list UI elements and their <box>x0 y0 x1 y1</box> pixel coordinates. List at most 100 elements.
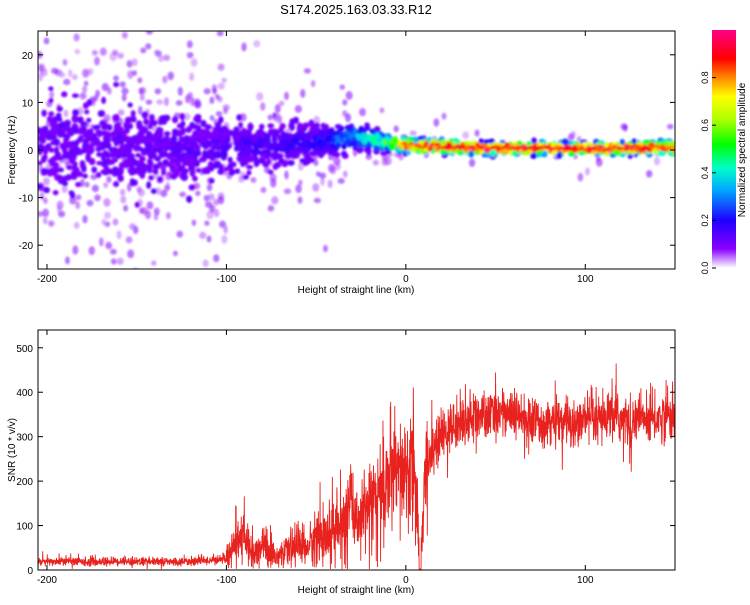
spectrogram-halo-blob <box>106 176 112 183</box>
spectrogram-ridge-blob <box>100 169 107 174</box>
spectrogram-ridge-blob <box>139 171 146 179</box>
spectrogram-ridge-blob <box>130 110 136 118</box>
spectrogram-halo-blob <box>217 196 225 205</box>
spectrogram-ridge-blob <box>287 133 294 139</box>
spectrogram-ridge-blob <box>323 144 329 152</box>
spectrogram-halo-blob <box>342 170 348 178</box>
spectrogram-ridge-blob <box>217 163 224 170</box>
spectrogram-core-blob <box>644 145 650 150</box>
spectrogram-ridge-blob <box>289 149 296 156</box>
spectrogram-ridge-blob <box>394 146 400 153</box>
spectrogram-ridge-blob <box>140 162 146 170</box>
spectrogram-halo-blob <box>43 37 50 45</box>
spectrogram-ridge-blob <box>376 135 383 143</box>
spectrogram-ridge-blob <box>163 114 171 122</box>
colorbar-tick-label: 0.2 <box>700 214 710 227</box>
colorbar-tick-label: 0.4 <box>700 167 710 180</box>
spectrogram-heatmap <box>38 5 675 269</box>
spectrogram-ridge-blob <box>88 157 96 166</box>
spectrogram-halo-blob <box>284 170 289 180</box>
spectrogram-halo-blob <box>221 234 228 244</box>
spectrogram-ridge-blob <box>627 154 633 159</box>
spectrogram-ridge-blob <box>127 123 134 130</box>
spectrogram-ridge-blob <box>148 113 155 122</box>
spectrogram-core-blob <box>597 144 604 149</box>
spectrogram-ridge-blob <box>542 150 548 158</box>
spectrogram-ridge-blob <box>189 121 196 130</box>
spectrogram-halo-blob <box>49 90 55 99</box>
spectrogram-halo-blob <box>146 201 154 210</box>
snr-series-line <box>38 363 675 570</box>
spectrogram-ridge-blob <box>530 152 538 159</box>
spectrogram-halo-blob <box>121 31 128 39</box>
spectrogram-halo-blob <box>409 130 417 136</box>
spectrogram-ridge-blob <box>57 155 64 161</box>
spectrogram-halo-blob <box>653 156 661 166</box>
spectrogram-ridge-blob <box>351 139 358 146</box>
spectrogram-ridge-blob <box>631 138 637 145</box>
spectrogram-ridge-blob <box>182 139 190 146</box>
spectrogram-halo-blob <box>195 190 201 197</box>
spectrogram-halo-blob <box>191 219 197 226</box>
spectrogram-halo-blob <box>129 223 136 230</box>
spectrogram-ridge-blob <box>76 137 84 143</box>
spectrogram-halo-blob <box>379 107 385 114</box>
spectrogram-halo-blob <box>39 192 45 200</box>
spectrogram-halo-blob <box>164 184 171 192</box>
spectrogram-halo-blob <box>300 88 306 98</box>
spectrogram-ridge-blob <box>97 110 105 117</box>
spectrogram-ridge-blob <box>131 179 138 186</box>
spectrogram-ridge-blob <box>75 181 82 188</box>
spectrogram-ridge-blob <box>268 153 274 158</box>
snr-y-tick-label: 200 <box>16 477 33 488</box>
spectrogram-ridge-blob <box>371 140 379 146</box>
spectrogram-halo-blob <box>139 87 147 95</box>
spectrogram-halo-blob <box>119 81 126 88</box>
spectrogram-halo-blob <box>327 163 336 173</box>
spectrogram-ridge-blob <box>62 140 70 147</box>
spectrogram-halo-blob <box>112 49 119 56</box>
spectrogram-ridge-blob <box>279 123 286 130</box>
spectrogram-ridge-blob <box>180 120 186 128</box>
spectrogram-halo-blob <box>303 68 311 74</box>
spectrogram-ridge-blob <box>48 86 54 91</box>
spectrogram-ridge-blob <box>147 168 153 174</box>
spectrogram-y-axis: -20 -10 0 10 20 <box>19 51 675 252</box>
spectrogram-ridge-blob <box>233 126 240 134</box>
spectrogram-ridge-blob <box>128 143 135 149</box>
spectrogram-ridge-blob <box>171 136 178 142</box>
spectrogram-ridge-blob <box>69 157 76 164</box>
spectrogram-halo-blob <box>67 69 73 78</box>
spectrogram-ridge-blob <box>243 130 249 138</box>
spectrogram-ridge-blob <box>82 142 89 149</box>
spectrogram-ridge-blob <box>132 167 139 175</box>
spectrogram-halo-blob <box>260 102 266 111</box>
spectrogram-ridge-blob <box>297 122 303 130</box>
spectrogram-halo-blob <box>42 217 48 225</box>
spectrogram-ridge-blob <box>332 149 338 157</box>
spectrogram-ridge-blob <box>77 116 84 124</box>
spectrogram-halo-blob <box>116 257 124 265</box>
spectrogram-ridge-blob <box>136 124 144 130</box>
spectrogram-ridge-blob <box>224 135 231 142</box>
spectrogram-ridge-blob <box>263 153 270 160</box>
spectrogram-halo-blob <box>297 161 304 171</box>
spectrogram-ridge-blob <box>101 125 107 130</box>
spectrogram-halo-blob <box>256 92 264 101</box>
spectrogram-ridge-blob <box>147 160 154 167</box>
spectrogram-ridge-blob <box>556 151 563 159</box>
spectrogram-ridge-blob <box>275 153 283 160</box>
spectrogram-halo-blob <box>172 250 178 257</box>
snr-y-tick-label: 100 <box>16 522 33 533</box>
spectrogram-ridge-blob <box>341 143 347 150</box>
spectrogram-halo-blob <box>91 184 99 193</box>
spectrogram-y-axis-label: Frequency (Hz) <box>7 116 18 185</box>
spectrogram-ridge-blob <box>304 157 311 165</box>
spectrogram-halo-blob <box>595 158 603 167</box>
spectrogram-ridge-blob <box>271 133 278 140</box>
spectrogram-ridge-blob <box>345 138 352 144</box>
spectrogram-ridge-blob <box>109 148 117 156</box>
spectrogram-ridge-blob <box>192 175 198 182</box>
spectrogram-halo-blob <box>101 5 106 11</box>
